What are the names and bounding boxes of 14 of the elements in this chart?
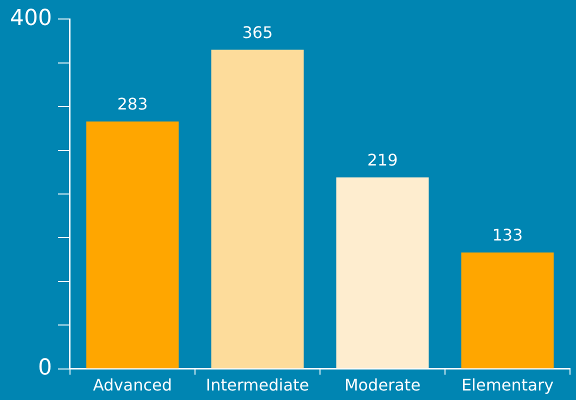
x-tick-label: Intermediate bbox=[206, 376, 310, 395]
data-label: 283 bbox=[117, 94, 148, 114]
x-tick-label: Moderate bbox=[344, 376, 421, 395]
x-tick-label: Advanced bbox=[92, 376, 172, 395]
data-label: 365 bbox=[242, 22, 273, 42]
data-label: 219 bbox=[367, 150, 398, 170]
x-tick-label: Elementary bbox=[461, 376, 554, 395]
bar bbox=[211, 50, 304, 368]
bar bbox=[461, 252, 554, 368]
data-label: 133 bbox=[492, 226, 523, 245]
bar bbox=[86, 121, 179, 368]
bar bbox=[336, 177, 429, 368]
y-tick-label: 400 bbox=[10, 6, 52, 31]
y-tick-label: 0 bbox=[38, 356, 52, 381]
